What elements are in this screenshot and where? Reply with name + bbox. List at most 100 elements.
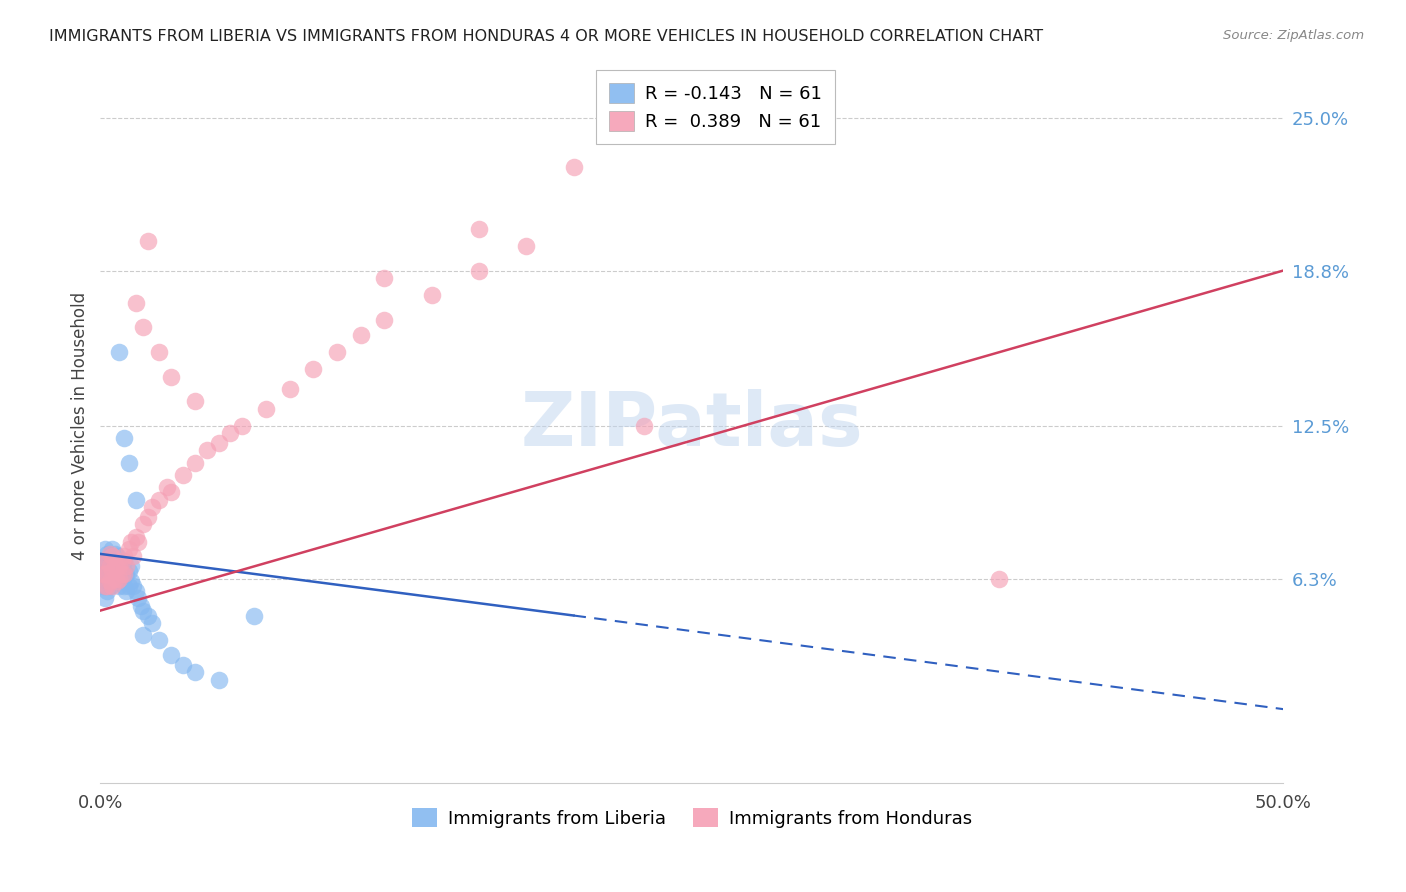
Point <box>132 320 155 334</box>
Point <box>94 554 117 568</box>
Point <box>231 418 253 433</box>
Point <box>120 574 142 588</box>
Point <box>118 564 141 578</box>
Point <box>111 566 134 581</box>
Point <box>91 566 114 581</box>
Point <box>91 559 114 574</box>
Point <box>96 547 118 561</box>
Point <box>302 362 325 376</box>
Point <box>112 579 135 593</box>
Point <box>136 608 159 623</box>
Text: IMMIGRANTS FROM LIBERIA VS IMMIGRANTS FROM HONDURAS 4 OR MORE VEHICLES IN HOUSEH: IMMIGRANTS FROM LIBERIA VS IMMIGRANTS FR… <box>49 29 1043 44</box>
Point <box>101 574 124 588</box>
Point <box>326 344 349 359</box>
Point <box>208 436 231 450</box>
Point <box>243 608 266 623</box>
Point <box>101 564 124 578</box>
Point <box>115 559 138 574</box>
Point <box>172 468 194 483</box>
Point <box>94 566 117 581</box>
Point <box>103 572 125 586</box>
Point <box>98 574 121 588</box>
Point <box>633 418 655 433</box>
Point <box>148 344 170 359</box>
Point <box>105 574 128 588</box>
Point <box>160 648 183 662</box>
Point <box>96 554 118 568</box>
Point <box>98 547 121 561</box>
Point <box>160 369 183 384</box>
Point <box>195 443 218 458</box>
Point <box>98 559 121 574</box>
Point <box>101 541 124 556</box>
Point <box>94 591 117 606</box>
Point <box>94 566 117 581</box>
Point <box>127 534 149 549</box>
Point <box>91 579 114 593</box>
Point <box>148 633 170 648</box>
Point <box>103 572 125 586</box>
Point <box>118 456 141 470</box>
Point <box>103 554 125 568</box>
Text: ZIPatlas: ZIPatlas <box>520 389 863 462</box>
Point <box>91 566 114 581</box>
Point <box>112 566 135 581</box>
Point <box>108 572 131 586</box>
Point <box>94 554 117 568</box>
Point <box>155 480 177 494</box>
Point <box>94 579 117 593</box>
Y-axis label: 4 or more Vehicles in Household: 4 or more Vehicles in Household <box>72 292 89 560</box>
Point <box>112 554 135 568</box>
Point <box>278 382 301 396</box>
Point <box>108 566 131 581</box>
Point <box>349 327 371 342</box>
Point <box>122 579 145 593</box>
Point <box>105 549 128 564</box>
Point <box>111 572 134 586</box>
Point <box>103 547 125 561</box>
Point <box>515 239 537 253</box>
Point <box>98 549 121 564</box>
Text: Source: ZipAtlas.com: Source: ZipAtlas.com <box>1223 29 1364 42</box>
Point <box>96 554 118 568</box>
Point <box>96 564 118 578</box>
Point <box>184 456 207 470</box>
Point <box>101 559 124 574</box>
Point <box>125 583 148 598</box>
Point <box>160 485 183 500</box>
Point <box>98 566 121 581</box>
Point <box>254 401 277 416</box>
Point <box>118 541 141 556</box>
Point <box>112 431 135 445</box>
Point <box>132 517 155 532</box>
Point <box>127 591 149 606</box>
Point <box>112 566 135 581</box>
Point <box>562 160 585 174</box>
Point <box>120 559 142 574</box>
Point <box>103 562 125 576</box>
Point <box>96 583 118 598</box>
Point <box>94 541 117 556</box>
Point <box>101 579 124 593</box>
Point <box>112 549 135 564</box>
Point <box>219 426 242 441</box>
Point <box>94 579 117 593</box>
Point <box>373 313 395 327</box>
Point <box>136 510 159 524</box>
Point <box>108 579 131 593</box>
Point <box>101 554 124 568</box>
Point <box>108 344 131 359</box>
Point <box>125 492 148 507</box>
Point <box>96 579 118 593</box>
Point <box>141 500 163 514</box>
Point <box>108 554 131 568</box>
Point <box>125 530 148 544</box>
Point <box>132 628 155 642</box>
Point <box>98 559 121 574</box>
Point <box>468 221 491 235</box>
Point <box>105 559 128 574</box>
Point <box>132 604 155 618</box>
Point <box>115 566 138 581</box>
Point <box>98 579 121 593</box>
Legend: Immigrants from Liberia, Immigrants from Honduras: Immigrants from Liberia, Immigrants from… <box>405 801 979 835</box>
